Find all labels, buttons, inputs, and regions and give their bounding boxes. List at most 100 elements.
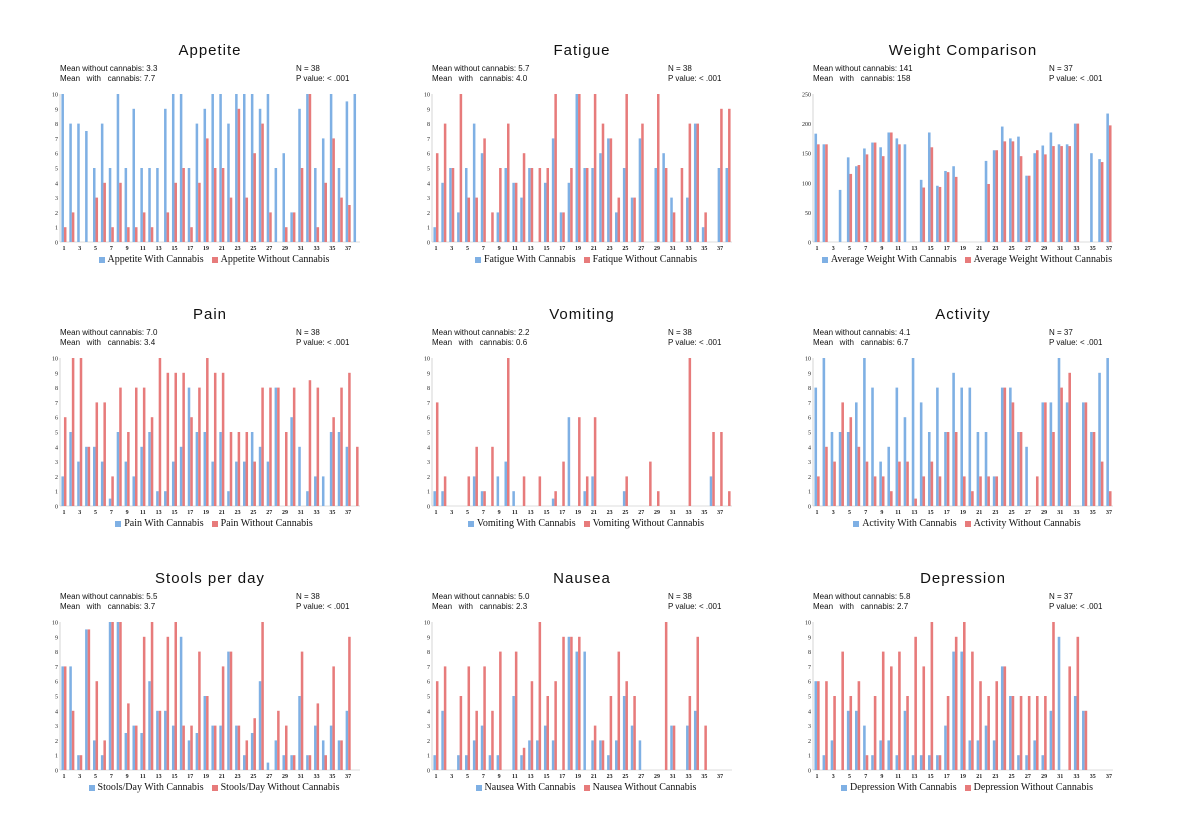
bar-without-cannabis [971,491,974,506]
mean-stats: Mean without cannabis: 7.0 Mean with cann… [60,328,157,348]
x-tick-label: 17 [187,246,193,252]
bar-with-cannabis [235,461,238,506]
bar-without-cannabis [1052,146,1055,242]
x-tick-label: 37 [345,774,351,780]
bar-with-cannabis [984,725,988,770]
bar-with-cannabis [337,168,341,242]
bar-with-cannabis [830,432,834,506]
bar-with-cannabis [968,740,972,770]
bar-without-cannabis [237,108,241,242]
y-tick-label: 4 [427,181,430,187]
bar-without-cannabis [127,703,130,770]
legend-label-with: Activity With Cannabis [862,518,957,529]
x-tick-label: 1 [816,510,819,516]
bar-with-cannabis [156,168,159,242]
x-tick-label: 17 [559,774,565,780]
bar-with-cannabis [822,755,826,770]
x-tick-label: 11 [140,510,146,516]
bar-without-cannabis [142,636,146,770]
bar-without-cannabis [340,387,343,506]
bar-without-cannabis [198,387,201,506]
bar-without-cannabis [451,168,455,242]
bar-with-cannabis [457,212,460,242]
bar-without-cannabis [475,710,478,770]
bar-without-cannabis [890,132,893,242]
bar-without-cannabis [316,703,320,770]
bar-without-cannabis [158,710,162,770]
bar-without-cannabis [499,651,502,770]
bar-with-cannabis [179,94,183,242]
bar-with-cannabis [927,132,931,242]
bar-without-cannabis [443,123,447,242]
legend-swatch-without [211,520,218,527]
bar-without-cannabis [95,402,99,506]
bar-without-cannabis [1076,636,1080,770]
bar-with-cannabis [164,491,167,506]
x-tick-label: 21 [219,510,225,516]
x-tick-label: 3 [832,510,835,516]
y-tick-label: 8 [55,650,58,656]
bar-with-cannabis [203,432,207,506]
x-tick-label: 37 [345,246,351,252]
bar-without-cannabis [467,666,471,770]
p-value: P value: < .001 [1049,74,1103,83]
bar-with-cannabis [306,491,309,506]
bar-without-cannabis [103,402,106,506]
x-tick-label: 35 [1090,246,1096,252]
bar-with-cannabis [85,629,88,770]
bar-without-cannabis [245,432,249,506]
bar-without-cannabis [938,476,942,506]
chart-panel: Weight Comparison Mean without cannabis: … [802,42,1173,282]
y-tick-label: 6 [55,680,58,686]
x-tick-label: 37 [717,246,723,252]
bar-without-cannabis [930,461,934,506]
legend-label-without: Pain Without Cannabis [220,518,313,529]
bar-with-cannabis [266,94,270,242]
x-tick-label: 1 [62,774,65,780]
bar-with-cannabis [85,131,88,242]
x-tick-label: 19 [575,510,581,516]
p-value: P value: < .001 [296,74,350,83]
bar-without-cannabis [111,476,114,506]
bar-with-cannabis [1049,132,1053,242]
x-tick-label: 23 [992,246,998,252]
bar-with-cannabis [863,358,866,506]
bar-without-cannabis [135,227,138,242]
bar-without-cannabis [946,172,950,242]
x-tick-label: 35 [1090,774,1096,780]
y-tick-label: 10 [52,357,58,363]
x-tick-label: 35 [329,246,335,252]
bar-with-cannabis [457,755,460,770]
sample-size: N = 38 [668,64,692,73]
x-tick-label: 27 [1025,510,1031,516]
bar-with-cannabis [298,696,301,770]
sample-size: N = 38 [296,592,320,601]
bar-without-cannabis [881,156,885,242]
y-tick-label: 2 [427,211,430,217]
bar-with-cannabis [187,387,191,506]
x-tick-label: 13 [156,774,162,780]
bar-without-cannabis [308,755,312,770]
chart-title: Stools per day [155,570,265,587]
bar-without-cannabis [817,476,820,506]
bar-without-cannabis [625,476,628,506]
bar-without-cannabis [483,666,486,770]
bar-without-cannabis [578,417,581,506]
bar-with-cannabis [1025,446,1028,506]
y-tick-label: 4 [55,445,58,451]
chart-title: Weight Comparison [888,42,1038,59]
legend-swatch-without [583,784,590,791]
bar-without-cannabis [712,432,715,506]
x-tick-label: 23 [992,774,998,780]
chart-legend: Pain With Cannabis Pain Without Cannabis [60,518,360,529]
x-tick-label: 3 [78,774,81,780]
bar-without-cannabis [898,144,901,242]
bar-with-cannabis [591,476,594,506]
y-tick-label: 250 [802,93,811,99]
sample-size: N = 37 [1049,328,1073,337]
mean-with: Mean with cannabis: 3.4 [60,338,156,347]
x-tick-label: 23 [607,246,613,252]
bar-without-cannabis [890,666,893,770]
y-tick-label: 7 [427,665,430,671]
bar-without-cannabis [625,681,628,770]
